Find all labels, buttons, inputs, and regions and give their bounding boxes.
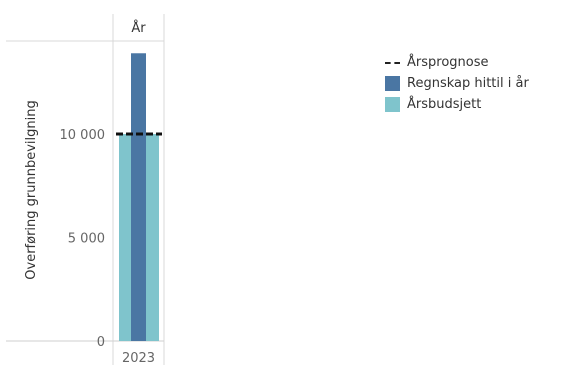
y-axis-ticks: 0 5 000 10 000 <box>60 128 106 350</box>
x-tick-label: 2023 <box>122 351 155 365</box>
legend-label: Årsprognose <box>407 55 489 70</box>
column-header: År <box>131 20 146 36</box>
legend-item-arsprognose[interactable]: Årsprognose <box>385 53 529 72</box>
x-axis-ticks: 2023 <box>122 351 155 365</box>
legend-item-regnskap[interactable]: Regnskap hittil i år <box>385 74 529 93</box>
legend: Årsprognose Regnskap hittil i år Årsbuds… <box>385 53 529 116</box>
legend-dash-swatch <box>385 61 400 64</box>
legend-label: Regnskap hittil i år <box>407 76 529 91</box>
y-tick-label: 10 000 <box>60 128 106 143</box>
legend-swatch <box>385 97 400 112</box>
y-axis-label: Overføring grunnbevilgning <box>24 100 39 279</box>
legend-item-arsbudsjett[interactable]: Årsbudsjett <box>385 95 529 114</box>
bar-regnskap-2023[interactable] <box>131 53 146 342</box>
legend-label: Årsbudsjett <box>407 97 482 112</box>
bars <box>116 53 162 342</box>
y-tick-label: 0 <box>97 335 105 350</box>
legend-swatch <box>385 76 400 91</box>
y-tick-label: 5 000 <box>68 232 105 247</box>
